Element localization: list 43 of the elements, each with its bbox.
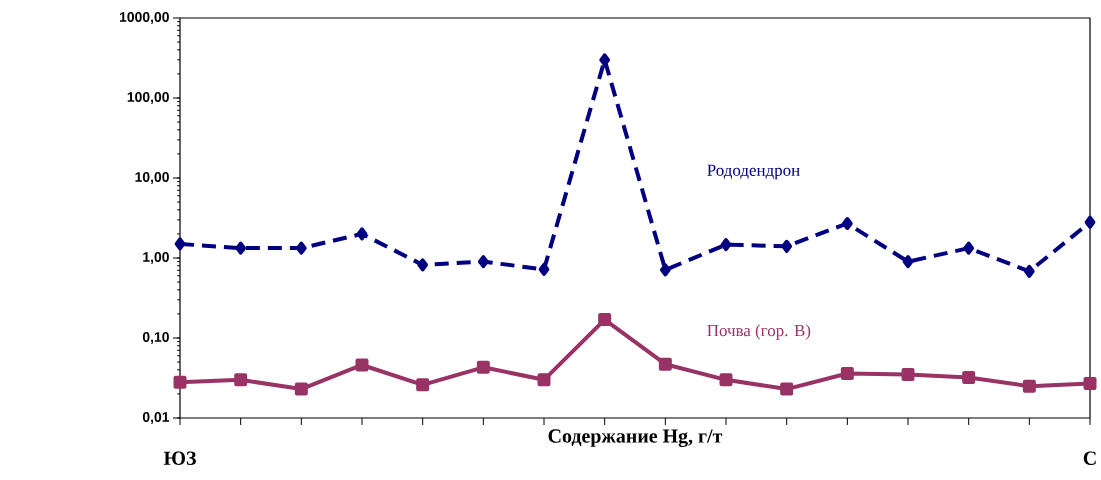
point: [780, 382, 794, 396]
point: [962, 371, 976, 385]
point: [1084, 215, 1096, 229]
point: [599, 53, 611, 67]
x-axis-title: Содержание Hg, г/т: [548, 429, 723, 447]
point: [173, 375, 187, 389]
point: [294, 382, 308, 396]
point: [659, 263, 671, 277]
point: [538, 262, 550, 276]
point: [476, 360, 490, 374]
point: [840, 367, 854, 380]
point: [235, 241, 247, 255]
point: [720, 238, 732, 252]
text: ЮЗ: [163, 451, 196, 465]
point: [902, 255, 914, 269]
point: [901, 367, 915, 381]
point: [841, 216, 853, 230]
point: [174, 237, 186, 251]
point: [1022, 379, 1036, 393]
point: [537, 373, 551, 387]
text: Рододендрон: [707, 164, 800, 180]
point: [963, 241, 975, 255]
point: [781, 239, 793, 253]
point: [658, 357, 672, 371]
y-tick-label: 100,00: [127, 92, 169, 104]
point: [355, 358, 369, 372]
y-tick-label: 0,10: [142, 332, 169, 344]
y-tick-label: 10,00: [135, 172, 169, 184]
y-tick-label: 1000,00: [119, 12, 169, 24]
y-tick-label: 0,01: [142, 412, 170, 424]
point: [477, 255, 489, 269]
y-tick-label: 1,00: [143, 252, 169, 264]
point: [417, 258, 429, 272]
point: [356, 227, 368, 241]
text: С: [1083, 451, 1096, 465]
point: [1083, 376, 1097, 390]
point: [1023, 264, 1035, 278]
text: Почва (гор. В): [707, 324, 811, 340]
point: [598, 313, 612, 327]
point: [416, 378, 430, 392]
point: [295, 241, 307, 255]
point: [719, 373, 733, 387]
point: [234, 373, 248, 387]
